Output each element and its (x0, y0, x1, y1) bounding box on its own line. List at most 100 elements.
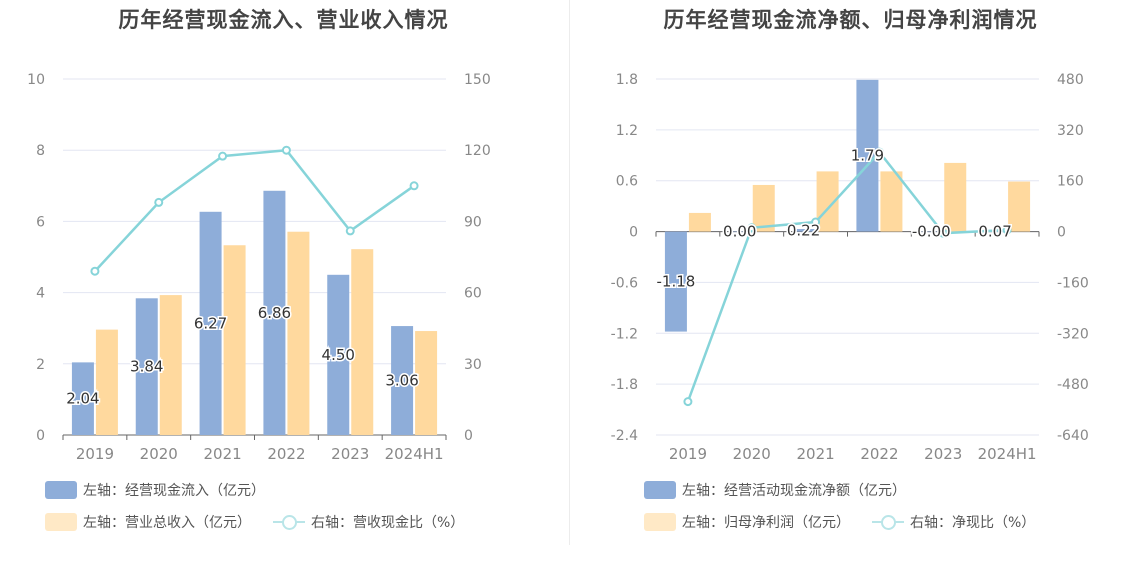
bar-secondary (223, 245, 246, 435)
bar-primary (199, 211, 222, 435)
chart-title: 历年经营现金流净额、归母净利润情况 (663, 8, 1038, 32)
legend-row-2: 左轴：营业总收入（亿元） 右轴：营收现金比（%） (45, 510, 486, 534)
bar-secondary (752, 184, 775, 232)
bar-secondary (95, 329, 118, 435)
x-axis-category-label: 2022 (267, 445, 305, 463)
bar-data-label: 6.86 (258, 304, 291, 322)
x-axis-category-label: 2023 (924, 445, 962, 463)
right-axis-tick-label: 120 (464, 143, 491, 159)
legend-swatch-line (872, 513, 904, 531)
chart-panel-cash-inflow-revenue: 0 0 2 30 4 60 6 90 8 120 10 150 2019 2020 2021 2022 2023… (27, 8, 491, 534)
left-axis-tick-label: 0 (36, 428, 45, 444)
legend-label: 右轴：营收现金比（%） (311, 515, 465, 531)
left-axis-tick-label: 0 (629, 225, 638, 241)
left-axis-tick-label: 10 (27, 72, 45, 88)
right-axis-tick-label: 480 (1057, 72, 1084, 88)
right-axis-tick-label: 150 (464, 72, 491, 88)
bar-primary (664, 231, 687, 332)
x-axis-category-label: 2021 (203, 445, 241, 463)
legend-row-1: 左轴：经营现金流入（亿元） (45, 478, 287, 502)
line-point (154, 197, 164, 207)
line-point (409, 181, 419, 191)
x-axis-category-label: 2022 (860, 445, 898, 463)
right-axis-tick-label: 160 (1057, 174, 1084, 190)
left-axis-tick-label: -2.4 (611, 428, 638, 444)
legend-item-cash-inflow[interactable]: 左轴：经营现金流入（亿元） (45, 480, 265, 500)
bar-secondary (415, 331, 438, 435)
bar-primary (920, 231, 943, 233)
line-point (218, 151, 228, 161)
legend-label: 右轴：净现比（%） (910, 515, 1036, 531)
x-axis-category-label: 2024H1 (978, 445, 1037, 463)
right-axis-tick-label: 60 (464, 286, 482, 302)
bar-primary (327, 274, 350, 435)
bar-secondary (688, 212, 711, 232)
line-point (90, 266, 100, 276)
line-point (874, 147, 884, 157)
line-series (686, 150, 1008, 403)
bar-data-label: 6.27 (194, 314, 227, 332)
bar-secondary (351, 249, 374, 435)
left-axis-tick-label: 1.2 (616, 123, 638, 139)
legend-label: 左轴：营业总收入（亿元） (83, 515, 251, 531)
right-axis-tick-label: 320 (1057, 123, 1084, 139)
right-axis-tick-label: -160 (1057, 275, 1089, 291)
left-axis-tick-label: 0.6 (616, 174, 638, 190)
line-point (811, 217, 821, 227)
left-axis-tick-label: 4 (36, 286, 45, 302)
legend-item-net-profit[interactable]: 左轴：归母净利润（亿元） (644, 512, 850, 532)
x-axis-category-label: 2020 (140, 445, 178, 463)
legend-item-net-operating-cash[interactable]: 左轴：经营活动现金流净额（亿元） (644, 480, 906, 500)
bar-data-label: 0.22 (787, 221, 820, 239)
right-axis-tick-label: -320 (1057, 326, 1089, 342)
line-point (938, 228, 948, 238)
bar-data-label: 1.79 (851, 147, 884, 165)
legend-swatch-bar-blue (45, 481, 77, 499)
bar-data-label: 0.07 (978, 223, 1011, 241)
right-axis-tick-label: 0 (464, 428, 473, 444)
bar-data-label: 3.06 (385, 372, 418, 390)
bar-secondary (1008, 181, 1031, 232)
left-axis-tick-label: 8 (36, 143, 45, 159)
x-axis-category-label: 2024H1 (385, 445, 444, 463)
right-axis-tick-label: -480 (1057, 377, 1089, 393)
legend-label: 左轴：经营现金流入（亿元） (83, 483, 265, 499)
line-series (94, 148, 415, 273)
left-axis-tick-label: 2 (36, 357, 45, 373)
bar-secondary (287, 231, 310, 435)
right-axis-tick-label: 0 (1057, 225, 1066, 241)
legend-item-net-cash-ratio[interactable]: 右轴：净现比（%） (872, 512, 1035, 532)
legend-swatch-bar-orange (45, 513, 77, 531)
right-axis-tick-label: 90 (464, 214, 482, 230)
x-axis-category-label: 2021 (796, 445, 834, 463)
bar-primary (792, 229, 815, 232)
left-axis-tick-label: -1.8 (611, 377, 638, 393)
line-point (345, 226, 355, 236)
x-axis-category-label: 2019 (76, 445, 114, 463)
legend-item-revenue-cash-ratio[interactable]: 右轴：营收现金比（%） (273, 512, 464, 532)
bar-secondary (159, 295, 182, 435)
bar-primary (728, 231, 751, 233)
left-axis-tick-label: 6 (36, 214, 45, 230)
left-axis-tick-label: 1.8 (616, 72, 638, 88)
right-axis-tick-label: 30 (464, 357, 482, 373)
right-axis-tick-label: -640 (1057, 428, 1089, 444)
x-axis-category-label: 2019 (669, 445, 707, 463)
bar-primary (856, 79, 879, 232)
chart-panel-net-cash-profit: -2.4 -640 -1.8 -480 -1.2 -320 -0.6 -160 0 0 0.6 160… (567, 0, 1134, 582)
legend-item-revenue[interactable]: 左轴：营业总收入（亿元） (45, 512, 251, 532)
net-cash-profit-chart: -2.4 -640 -1.8 -480 -1.2 -320 -0.6 -160 0 0 0.6 160… (611, 72, 1089, 463)
line-point (747, 223, 757, 233)
legend-label: 左轴：经营活动现金流净额（亿元） (682, 483, 906, 499)
chart-title: 历年经营现金流入、营业收入情况 (118, 8, 449, 32)
left-axis-tick-label: -1.2 (611, 326, 638, 342)
bar-data-label: 3.84 (130, 358, 163, 376)
x-axis-category-label: 2023 (331, 445, 369, 463)
line-point (281, 145, 291, 155)
legend-swatch-line (273, 513, 305, 531)
bar-data-label: 4.50 (322, 346, 355, 364)
bar-secondary (880, 171, 903, 232)
cash-inflow-revenue-chart: 0 0 2 30 4 60 6 90 8 120 10 150 2019 2020 2021 2022 2023… (27, 72, 491, 463)
bar-primary (263, 190, 286, 435)
line-point (1002, 225, 1012, 235)
